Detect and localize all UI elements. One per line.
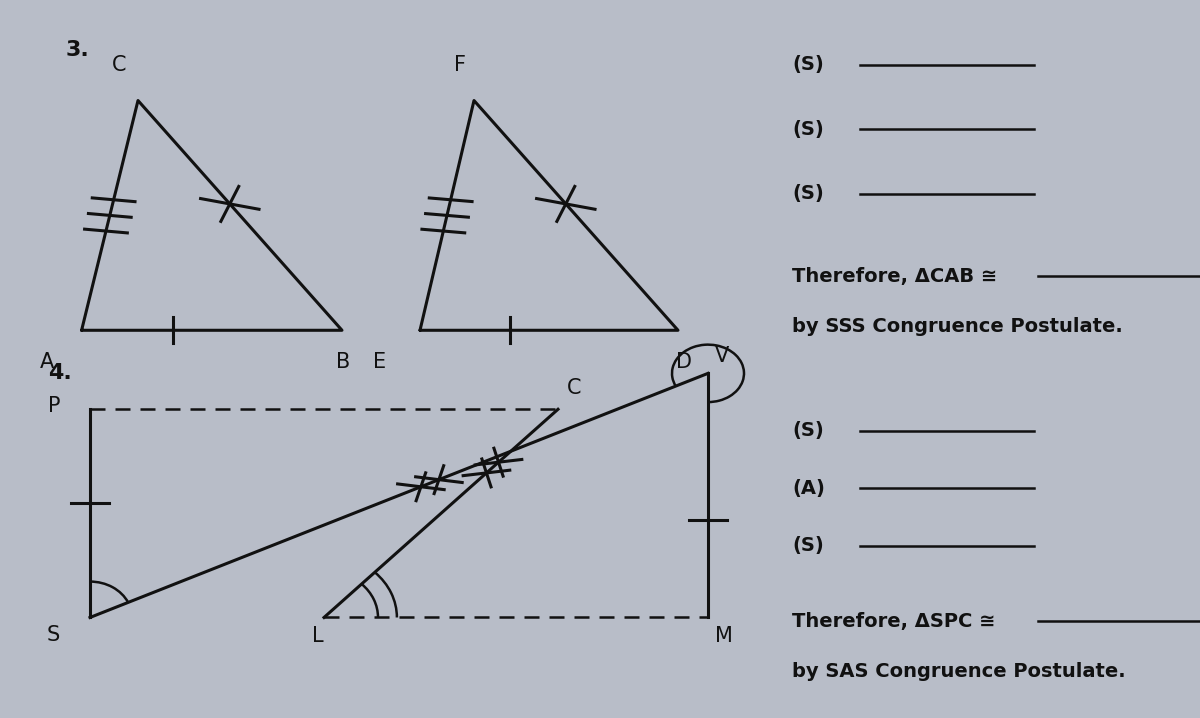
Text: C: C (112, 55, 126, 75)
Text: L: L (312, 626, 324, 646)
Text: P: P (48, 396, 60, 416)
Text: S: S (47, 625, 60, 645)
Text: F: F (454, 55, 466, 75)
Text: D: D (676, 352, 691, 372)
Text: (S): (S) (792, 536, 823, 555)
Text: Therefore, ΔCAB ≅: Therefore, ΔCAB ≅ (792, 267, 997, 286)
Text: (S): (S) (792, 120, 823, 139)
Text: (S): (S) (792, 55, 823, 74)
Text: Therefore, ΔSPC ≅: Therefore, ΔSPC ≅ (792, 612, 996, 630)
Text: by SAS Congruence Postulate.: by SAS Congruence Postulate. (792, 662, 1126, 681)
Text: by SSS Congruence Postulate.: by SSS Congruence Postulate. (792, 317, 1123, 336)
Text: B: B (336, 352, 350, 372)
Text: 4.: 4. (48, 363, 72, 383)
Text: V: V (715, 346, 730, 366)
Text: (A): (A) (792, 479, 824, 498)
Text: E: E (373, 352, 386, 372)
Text: (S): (S) (792, 185, 823, 203)
Text: 3.: 3. (66, 40, 90, 60)
Text: C: C (566, 378, 581, 398)
Text: A: A (40, 352, 54, 372)
Text: (S): (S) (792, 421, 823, 440)
Text: M: M (715, 626, 733, 646)
